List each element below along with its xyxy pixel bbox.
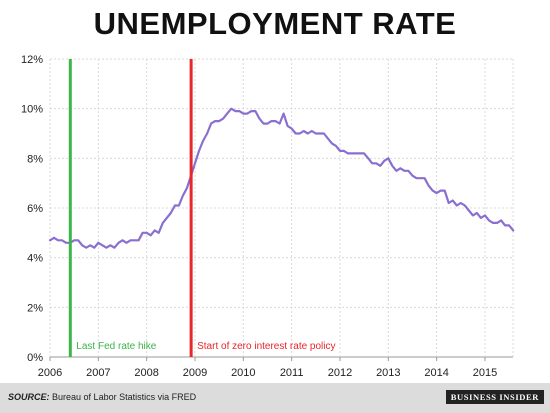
x-tick-label: 2014 (424, 367, 448, 379)
y-tick-label: 8% (27, 153, 43, 165)
unemployment-series-line (48, 107, 515, 249)
series-layer (48, 107, 515, 249)
x-tick-label: 2015 (473, 367, 497, 379)
source-note: SOURCE: Bureau of Labor Statistics via F… (8, 392, 196, 402)
annotation-label: Last Fed rate hike (76, 341, 156, 352)
y-tick-label: 12% (21, 54, 43, 66)
annotations: Last Fed rate hike Start of zero interest… (68, 59, 336, 357)
x-tick-label: 2010 (231, 367, 255, 379)
y-tick-label: 6% (27, 203, 43, 215)
y-tick-label: 0% (27, 352, 43, 364)
x-tick-label: 2006 (38, 367, 62, 379)
x-tick-label: 2009 (183, 367, 207, 379)
x-axis-tick-labels: 2006 2007 2008 2009 2010 2011 2012 2013 2014 2015 (38, 367, 497, 379)
y-axis-tick-labels: 0% 2% 4% 6% 8% 10% 12% (21, 54, 43, 364)
y-tick-label: 4% (27, 253, 43, 265)
footer-bar: SOURCE: Bureau of Labor Statistics via F… (0, 383, 550, 413)
y-tick-label: 10% (21, 104, 43, 116)
chart-title: UNEMPLOYMENT RATE (93, 6, 457, 41)
source-text: Bureau of Labor Statistics via FRED (52, 392, 197, 402)
y-tick-label: 2% (27, 302, 43, 314)
brand-logo: BUSINESS INSIDER (445, 390, 544, 404)
x-tick-label: 2012 (328, 367, 352, 379)
x-tick-label: 2013 (376, 367, 400, 379)
gridlines (49, 58, 514, 361)
unemployment-line-chart: 0% 2% 4% 6% 8% 10% 12% 2006 2007 2008 2009 2010 201… (21, 54, 515, 379)
x-tick-label: 2011 (280, 367, 304, 379)
annotation-label: Start of zero interest rate policy (197, 341, 335, 352)
x-tick-label: 2007 (86, 367, 110, 379)
x-tick-label: 2008 (134, 367, 158, 379)
source-label: SOURCE: (8, 392, 50, 402)
